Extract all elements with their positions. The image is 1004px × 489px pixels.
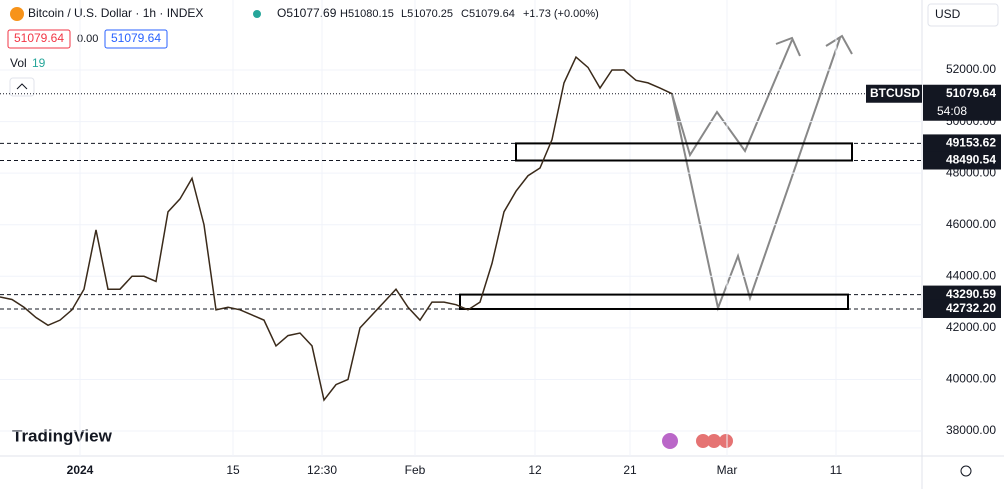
sell-button[interactable] <box>7 29 71 49</box>
level-label: 43290.59 <box>946 287 996 301</box>
level-label-bg <box>923 151 1001 170</box>
buy-price[interactable]: 51079.64 <box>111 31 161 45</box>
ohlc-high: H51080.15 <box>340 8 394 20</box>
y-tick-label: 46000.00 <box>946 217 996 231</box>
coin-icon <box>10 7 24 21</box>
event-icon <box>696 434 710 448</box>
x-tick-label: 12 <box>528 463 542 477</box>
y-tick-label: 44000.00 <box>946 268 996 282</box>
spread: 0.00 <box>77 33 98 45</box>
logo: TradingView <box>12 426 113 445</box>
price-tag: 51079.64 <box>946 86 996 100</box>
zone-box <box>459 293 849 310</box>
symbol-title[interactable]: Bitcoin / U.S. Dollar · 1h · INDEX <box>28 6 203 20</box>
collapse-button[interactable] <box>9 77 35 97</box>
y-tick-label: 42000.00 <box>946 320 996 334</box>
volume-label: Vol <box>10 56 27 70</box>
level-label: 49153.62 <box>946 136 996 150</box>
volume-value: 19 <box>32 56 46 70</box>
status-dot <box>253 10 261 18</box>
settings-icon[interactable] <box>960 465 972 477</box>
y-tick-label: 40000.00 <box>946 372 996 386</box>
ohlc-low: L51070.25 <box>401 8 453 20</box>
x-tick-label: 21 <box>623 463 637 477</box>
event-icon <box>662 433 678 449</box>
event-icon <box>707 434 721 448</box>
currency[interactable]: USD <box>935 7 961 21</box>
x-tick-label: Mar <box>717 463 738 477</box>
ohlc-open: O51077.69 <box>277 6 337 20</box>
event-icon <box>719 434 733 448</box>
x-tick-label: 2024 <box>67 463 94 477</box>
symbol-tag-bg <box>866 84 922 103</box>
sell-price[interactable]: 51079.64 <box>14 31 64 45</box>
ohlc-change: +1.73 (+0.00%) <box>523 8 599 20</box>
y-tick-label: 52000.00 <box>946 62 996 76</box>
y-tick-label: 38000.00 <box>946 423 996 437</box>
x-tick-label: 15 <box>226 463 240 477</box>
x-tick-label: 12:30 <box>307 463 337 477</box>
currency-select[interactable] <box>927 3 999 27</box>
ohlc-close: C51079.64 <box>461 8 515 20</box>
level-label-bg <box>923 134 1001 153</box>
level-label-bg <box>923 299 1001 318</box>
level-label: 48490.54 <box>946 153 996 167</box>
level-label-bg <box>923 285 1001 304</box>
countdown: 54:08 <box>937 104 967 118</box>
level-label: 42732.20 <box>946 301 996 315</box>
chevron <box>16 83 28 90</box>
projection-drawing <box>671 34 853 312</box>
zone-box <box>515 142 853 162</box>
x-tick-label: Feb <box>405 463 426 477</box>
x-tick-label: 11 <box>830 463 843 477</box>
price-tag-bg <box>923 84 1001 121</box>
buy-button[interactable] <box>104 29 168 49</box>
symbol-tag: BTCUSD <box>870 86 920 100</box>
price-line <box>0 55 673 402</box>
